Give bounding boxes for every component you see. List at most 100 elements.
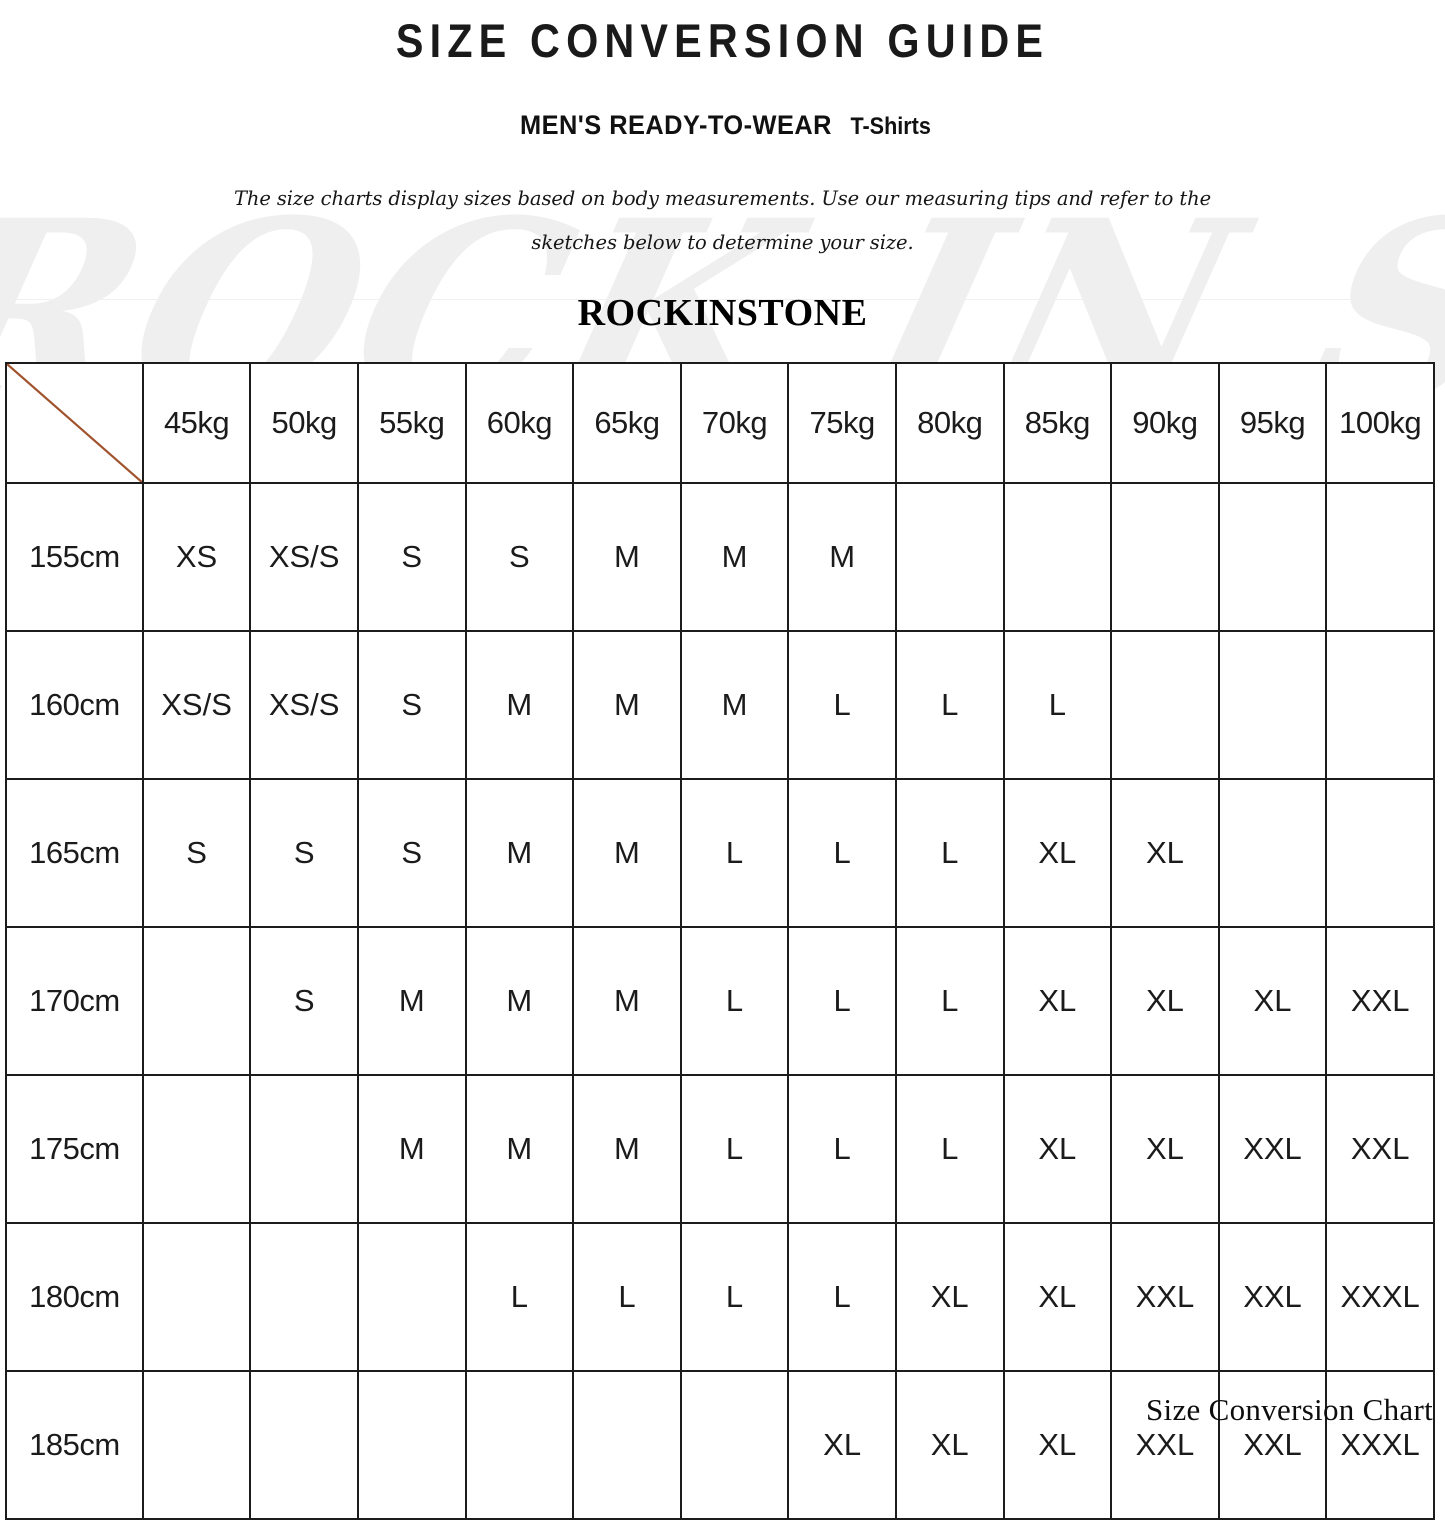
size-cell: S <box>464 482 575 632</box>
size-cell: XXXL <box>1325 1222 1435 1372</box>
size-cell: S <box>356 630 467 780</box>
brand-name: ROCKINSTONE <box>577 291 868 334</box>
weight-column-header: 65kg <box>572 362 682 484</box>
size-table-container: 45kg 50kg 55kg 60kg 65kg 70kg 75kg 80kg 85kg 90kg… <box>5 362 1435 1520</box>
size-cell-empty <box>1110 630 1220 780</box>
size-cell: XL <box>894 1370 1005 1520</box>
size-cell-empty <box>1217 778 1328 928</box>
size-cell: M <box>356 1074 467 1224</box>
size-cell: L <box>1002 630 1113 780</box>
size-cell: L <box>679 778 790 928</box>
size-cell: L <box>894 630 1005 780</box>
size-cell: M <box>787 482 897 632</box>
table-row: 165cm S S S M M L L L XL XL <box>5 778 1435 928</box>
size-cell: S <box>249 926 359 1076</box>
size-cell-empty <box>249 1074 359 1224</box>
size-cell-empty <box>141 1074 252 1224</box>
weight-column-header: 75kg <box>787 362 897 484</box>
height-row-header: 160cm <box>5 630 144 780</box>
height-row-header: 185cm <box>5 1370 144 1520</box>
page-title: SIZE CONVERSION GUIDE <box>395 14 1050 67</box>
size-cell: XXL <box>1325 1074 1435 1224</box>
table-row: 170cm S M M M L L L XL XL XL XXL <box>5 926 1435 1076</box>
watermark-rule <box>0 299 1445 300</box>
size-conversion-table: 45kg 50kg 55kg 60kg 65kg 70kg 75kg 80kg 85kg 90kg… <box>5 362 1435 1520</box>
footer-caption: Size Conversion Chart <box>1146 1392 1433 1427</box>
size-cell: XS <box>141 482 252 632</box>
size-cell: L <box>787 1222 897 1372</box>
description-text: The size charts display sizes based on b… <box>233 187 1212 254</box>
table-row: 180cm L L L L XL XL XXL XXL XXXL <box>5 1222 1435 1372</box>
size-cell: L <box>679 1074 790 1224</box>
weight-column-header: 85kg <box>1002 362 1113 484</box>
size-cell: XS/S <box>249 630 359 780</box>
size-cell: M <box>679 482 790 632</box>
table-row: 175cm M M M L L L XL XL XXL XXL <box>5 1074 1435 1224</box>
size-cell-empty <box>1002 482 1113 632</box>
size-cell-empty <box>1217 482 1328 632</box>
size-cell: M <box>572 1074 682 1224</box>
size-cell: L <box>572 1222 682 1372</box>
size-cell: M <box>464 778 575 928</box>
size-cell-empty <box>1325 482 1435 632</box>
size-cell-empty <box>141 1222 252 1372</box>
size-cell-empty <box>894 482 1005 632</box>
size-cell-empty <box>1325 630 1435 780</box>
size-cell-empty <box>141 926 252 1076</box>
size-cell: M <box>356 926 467 1076</box>
size-cell-empty <box>141 1370 252 1520</box>
size-cell: XL <box>1002 1370 1113 1520</box>
size-cell: XL <box>1217 926 1328 1076</box>
size-cell: XXL <box>1110 1222 1220 1372</box>
size-cell: S <box>141 778 252 928</box>
size-cell: L <box>787 630 897 780</box>
size-cell: L <box>894 778 1005 928</box>
size-cell-empty <box>356 1222 467 1372</box>
table-row: 160cm XS/S XS/S S M M M L L L <box>5 630 1435 780</box>
size-cell: XXL <box>1325 926 1435 1076</box>
diagonal-divider-icon <box>7 364 142 482</box>
weight-column-header: 45kg <box>141 362 252 484</box>
size-cell: M <box>572 630 682 780</box>
size-cell-empty <box>249 1222 359 1372</box>
size-cell-empty <box>572 1370 682 1520</box>
size-cell: L <box>894 926 1005 1076</box>
size-cell: XXL <box>1217 1222 1328 1372</box>
size-cell: S <box>356 482 467 632</box>
height-row-header: 180cm <box>5 1222 144 1372</box>
header-block: SIZE CONVERSION GUIDE MEN'S READY-TO-WEA… <box>0 0 1445 335</box>
category-subtitle: MEN'S READY-TO-WEAR T-Shirts <box>0 68 1445 139</box>
size-cell: XL <box>787 1370 897 1520</box>
size-cell: M <box>679 630 790 780</box>
size-cell: L <box>679 1222 790 1372</box>
weight-column-header: 80kg <box>894 362 1005 484</box>
size-cell: L <box>464 1222 575 1372</box>
size-cell: M <box>572 482 682 632</box>
size-cell: XL <box>894 1222 1005 1372</box>
size-cell: S <box>249 778 359 928</box>
size-cell: XL <box>1110 1074 1220 1224</box>
category-main-label: MEN'S READY-TO-WEAR <box>519 110 832 141</box>
height-row-header: 155cm <box>5 482 144 632</box>
size-cell-empty <box>1325 778 1435 928</box>
size-cell: XL <box>1110 926 1220 1076</box>
size-cell: L <box>787 1074 897 1224</box>
size-cell: XS/S <box>141 630 252 780</box>
size-cell: M <box>464 1074 575 1224</box>
category-product-label: T-Shirts <box>850 113 931 141</box>
size-cell-empty <box>1110 482 1220 632</box>
size-cell: XL <box>1002 1074 1113 1224</box>
size-cell: M <box>464 926 575 1076</box>
weight-column-header: 60kg <box>464 362 575 484</box>
weight-column-header: 95kg <box>1217 362 1328 484</box>
height-row-header: 170cm <box>5 926 144 1076</box>
table-row: 155cm XS XS/S S S M M M <box>5 482 1435 632</box>
size-cell-empty <box>356 1370 467 1520</box>
size-cell: XS/S <box>249 482 359 632</box>
size-cell: M <box>572 778 682 928</box>
size-cell: L <box>787 778 897 928</box>
size-cell: L <box>679 926 790 1076</box>
height-row-header: 165cm <box>5 778 144 928</box>
height-row-header: 175cm <box>5 1074 144 1224</box>
size-cell: L <box>894 1074 1005 1224</box>
